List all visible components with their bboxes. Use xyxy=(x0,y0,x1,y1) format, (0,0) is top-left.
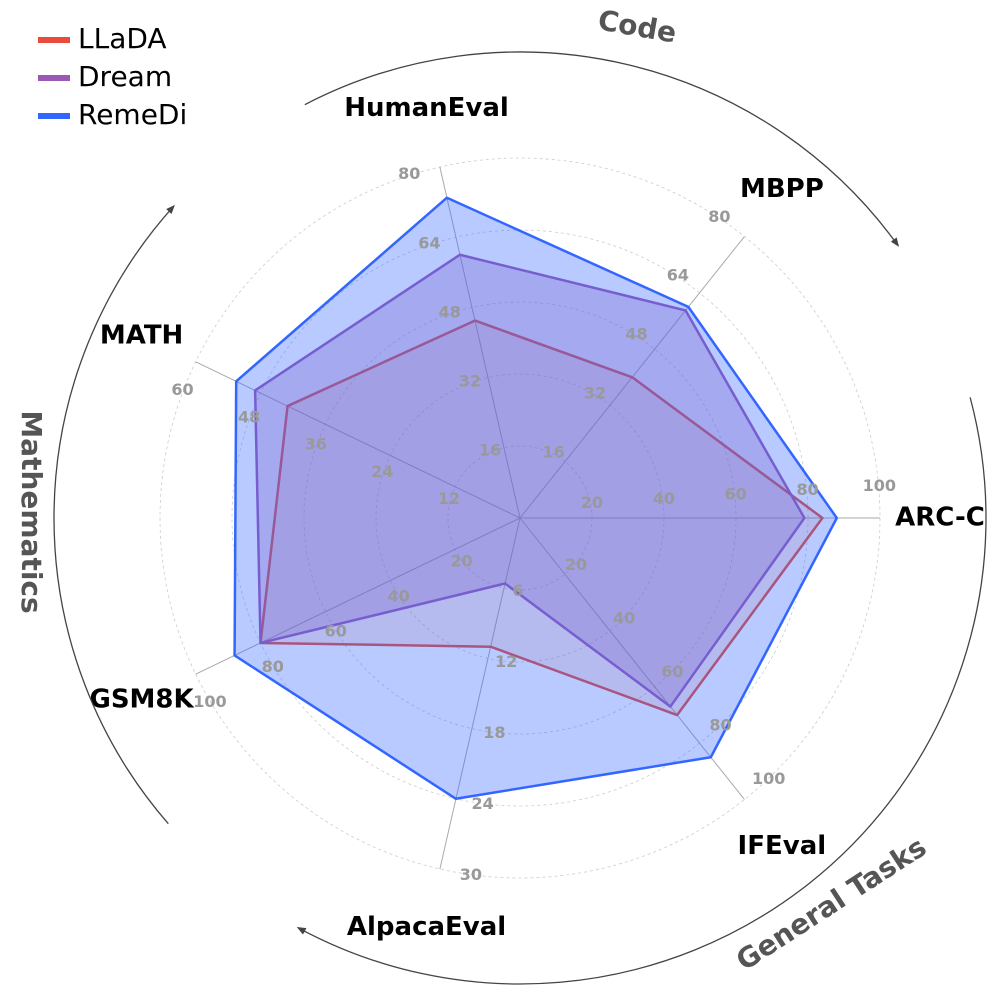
axis-label: MBPP xyxy=(740,174,824,204)
axis-label: ARC-C xyxy=(895,503,985,533)
tick-label: 40 xyxy=(613,608,635,627)
series-area xyxy=(259,319,824,717)
axis-label: HumanEval xyxy=(344,93,509,123)
spoke xyxy=(195,361,521,519)
tick-label: 20 xyxy=(450,552,472,571)
tick-label: 30 xyxy=(460,865,482,884)
group-arc xyxy=(296,397,987,985)
tick-label: 100 xyxy=(752,769,785,788)
tick-label: 48 xyxy=(625,325,647,344)
tick-label: 40 xyxy=(653,489,675,508)
tick-label: 60 xyxy=(325,622,347,641)
tick-label: 64 xyxy=(418,233,440,252)
tick-label: 20 xyxy=(581,493,603,512)
tick-label: 100 xyxy=(863,476,896,495)
series-area xyxy=(233,196,839,801)
tick-label: 60 xyxy=(724,485,746,504)
tick-label: 36 xyxy=(305,435,327,454)
tick-label: 24 xyxy=(371,462,393,481)
spoke xyxy=(439,517,521,870)
tick-label: 60 xyxy=(171,380,193,399)
axis-label: IFEval xyxy=(738,831,827,861)
axis-label: MATH xyxy=(100,320,183,350)
tick-label: 12 xyxy=(438,489,460,508)
legend-label: LLaDA xyxy=(78,22,167,55)
legend-label: Dream xyxy=(78,60,172,93)
tick-label: 60 xyxy=(661,662,683,681)
group-label: Code xyxy=(596,3,679,49)
spoke xyxy=(519,517,745,800)
tick-label: 16 xyxy=(479,441,501,460)
axis-label: AlpacaEval xyxy=(347,912,506,942)
tick-label: 40 xyxy=(387,587,409,606)
tick-label: 80 xyxy=(796,480,818,499)
tick-label: 80 xyxy=(398,164,420,183)
spoke xyxy=(195,517,521,675)
group-arc xyxy=(53,204,175,825)
tick-label: 20 xyxy=(565,555,587,574)
tick-label: 6 xyxy=(512,581,523,600)
tick-label: 18 xyxy=(483,723,505,742)
tick-label: 24 xyxy=(471,794,493,813)
series-area xyxy=(253,253,806,708)
axis-label: GSM8K xyxy=(89,685,194,715)
legend-label: RemeDi xyxy=(78,98,187,131)
group-label: Mathematics xyxy=(15,410,48,613)
tick-label: 80 xyxy=(262,657,284,676)
tick-label: 32 xyxy=(459,372,481,391)
tick-label: 48 xyxy=(439,302,461,321)
spoke xyxy=(439,166,521,519)
tick-label: 64 xyxy=(667,266,689,285)
tick-label: 80 xyxy=(708,207,730,226)
tick-label: 100 xyxy=(193,692,226,711)
tick-label: 48 xyxy=(238,407,260,426)
tick-label: 16 xyxy=(542,442,564,461)
tick-label: 80 xyxy=(709,715,731,734)
group-arc xyxy=(304,51,900,247)
tick-label: 12 xyxy=(495,652,517,671)
tick-label: 32 xyxy=(584,384,606,403)
